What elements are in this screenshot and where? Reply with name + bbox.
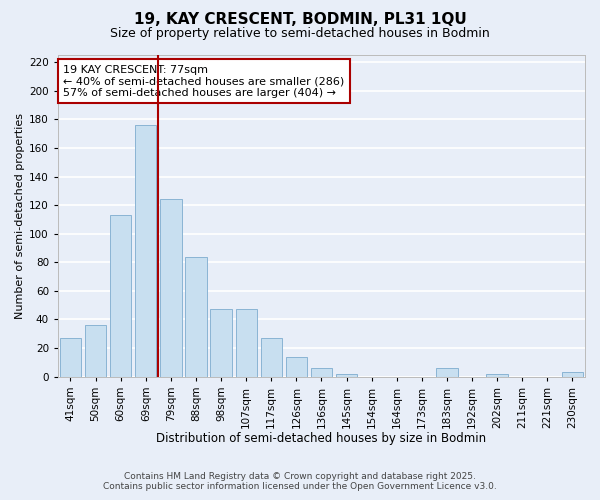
Bar: [260, 338, 282, 376]
Text: Size of property relative to semi-detached houses in Bodmin: Size of property relative to semi-detach…: [110, 28, 490, 40]
Bar: [85, 325, 106, 376]
Text: Contains HM Land Registry data © Crown copyright and database right 2025.
Contai: Contains HM Land Registry data © Crown c…: [103, 472, 497, 491]
Bar: [562, 372, 583, 376]
Text: 19 KAY CRESCENT: 77sqm
← 40% of semi-detached houses are smaller (286)
57% of se: 19 KAY CRESCENT: 77sqm ← 40% of semi-det…: [63, 64, 344, 98]
Bar: [60, 338, 81, 376]
Bar: [336, 374, 357, 376]
Bar: [236, 310, 257, 376]
Bar: [487, 374, 508, 376]
Bar: [135, 125, 157, 376]
Bar: [286, 356, 307, 376]
Bar: [110, 215, 131, 376]
X-axis label: Distribution of semi-detached houses by size in Bodmin: Distribution of semi-detached houses by …: [157, 432, 487, 445]
Bar: [160, 200, 182, 376]
Bar: [436, 368, 458, 376]
Text: 19, KAY CRESCENT, BODMIN, PL31 1QU: 19, KAY CRESCENT, BODMIN, PL31 1QU: [134, 12, 466, 28]
Y-axis label: Number of semi-detached properties: Number of semi-detached properties: [15, 113, 25, 319]
Bar: [211, 310, 232, 376]
Bar: [185, 256, 206, 376]
Bar: [311, 368, 332, 376]
